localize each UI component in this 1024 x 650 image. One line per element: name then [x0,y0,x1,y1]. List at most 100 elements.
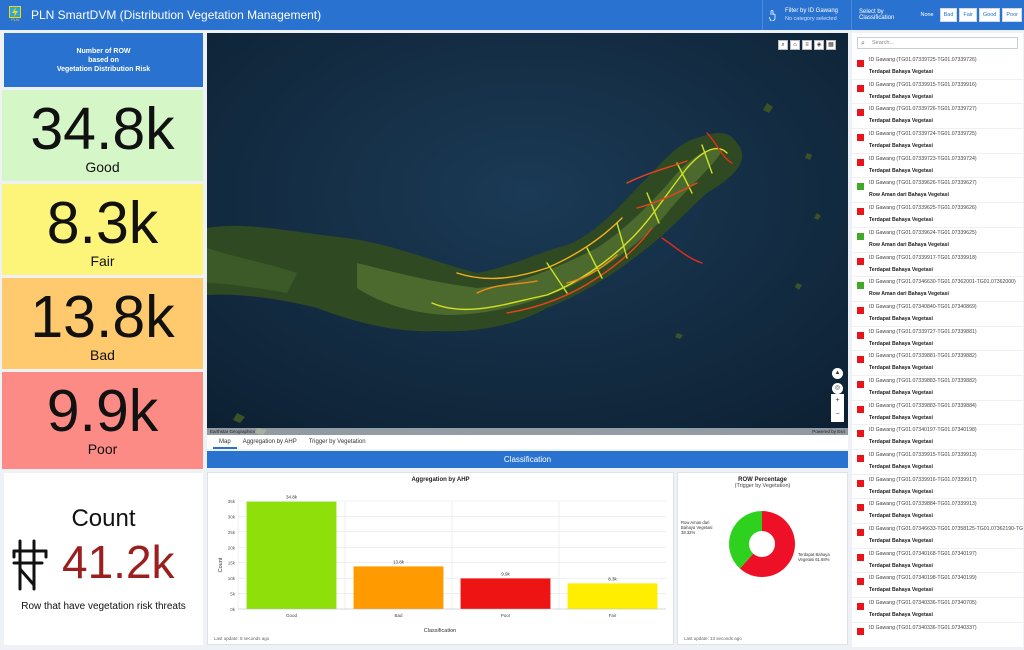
home-icon[interactable]: ⌂ [790,40,800,50]
tab-trigger-by-vegetation[interactable]: Trigger by Vegetation [308,439,366,445]
gawang-status: Terdapat Bahaya Vegetasi [869,488,933,495]
list-item[interactable]: ID Gawang (TG01.07339883-TG01.07339882) T… [852,376,1023,401]
map-attribution: Earthstar Geographics Powered by Esri [207,428,848,435]
gawang-status: Terdapat Bahaya Vegetasi [869,538,933,545]
list-item[interactable]: ID Gawang (TG01.07339624-TG01.07339625) R… [852,228,1023,253]
bar[interactable] [246,501,337,609]
gawang-status: Terdapat Bahaya Vegetasi [869,118,933,125]
gawang-status: Terdapat Bahaya Vegetasi [869,167,933,174]
gawang-status: Terdapat Bahaya Vegetasi [869,389,933,396]
list-item[interactable]: ID Gawang (TG01.07340336-TG01.07340337) [852,623,1023,648]
donut-chart: Terdapat Bahaya Vegetasi 61.68% Row Aman d… [681,511,830,577]
layers-icon[interactable]: ◈ [814,40,824,50]
gawang-id: ID Gawang (TG01.07339624-TG01.07339625) [869,229,977,236]
list-item[interactable]: ID Gawang (TG01.07339726-TG01.07339727) T… [852,104,1023,130]
gawang-status: Terdapat Bahaya Vegetasi [869,340,933,347]
bar[interactable] [567,583,658,609]
tab-aggregation-by-ahp[interactable]: Aggregation by AHP [242,439,297,445]
filter-good-button[interactable]: Good [978,8,1001,22]
compass-icon[interactable]: ▲ [832,368,843,379]
y-axis-label: Count [218,557,224,572]
list-item[interactable]: ID Gawang (TG01.07339727-TG01.07339881) T… [852,327,1023,352]
list-item[interactable]: ID Gawang (TG01.07340168-TG01.07340197) T… [852,549,1023,574]
gawang-id: ID Gawang (TG01.07339883-TG01.07339884) [869,402,977,409]
gawang-status: Terdapat Bahaya Vegetasi [869,217,933,224]
list-item[interactable]: ID Gawang (TG01.07339626-TG01.07339627) R… [852,178,1023,204]
classification-filter: Select by Classification None Bad Fair G… [851,0,1024,30]
zoom-out-button[interactable]: − [835,411,840,418]
bar[interactable] [460,578,551,609]
gawang-id: ID Gawang (TG01.07339625-TG01.07339626) [869,205,977,212]
gawang-status: Terdapat Bahaya Vegetasi [869,315,933,322]
stat-label: Fair [90,253,115,269]
row-percentage-panel: ROW Percentage (Trigger by Vegetation) T… [677,472,848,645]
list-item[interactable]: ID Gawang (TG01.07339725-TG01.07339726) T… [852,55,1023,80]
list-item[interactable]: ID Gawang (TG01.07346630-TG01.07362001-T… [852,277,1023,302]
status-indicator [857,109,864,117]
list-item[interactable]: ID Gawang (TG01.07339881-TG01.07339882) T… [852,351,1023,376]
locate-icon[interactable]: ◎ [832,383,843,394]
pln-logo: PLN [7,6,23,24]
powered-by-text[interactable]: Powered by Esri [812,429,845,434]
list-item[interactable]: ID Gawang (TG01.07339915-TG01.07339913) T… [852,450,1023,475]
gawang-status: Terdapat Bahaya Vegetasi [869,93,933,100]
basemap-icon[interactable]: ▦ [826,40,836,50]
row-count-title: Number of ROW based on Vegetation Distri… [4,33,203,87]
list-item[interactable]: ID Gawang (TG01.07339883-TG01.07339884) T… [852,401,1023,426]
filter-none-button[interactable]: None [920,12,934,18]
title-line: based on [88,56,119,64]
list-item[interactable]: ID Gawang (TG01.07340198-TG01.07340199) T… [852,573,1023,599]
status-indicator [857,356,864,364]
list-item[interactable]: ID Gawang (TG01.07339916-TG01.07339917) T… [852,475,1023,500]
gawang-status: Terdapat Bahaya Vegetasi [869,587,933,594]
gawang-status: Row Aman dari Bahaya Vegetasi [869,291,949,298]
list-item[interactable]: ID Gawang (TG01.07339915-TG01.07339916) T… [852,80,1023,105]
list-item[interactable]: ID Gawang (TG01.07339723-TG01.07339724) T… [852,154,1023,179]
y-tick-label: 10k [228,576,236,581]
stat-label: Poor [87,441,118,457]
status-indicator [857,529,864,537]
gawang-id: ID Gawang (TG01.07339881-TG01.07339882) [869,353,977,360]
list-item[interactable]: ID Gawang (TG01.07346633-TG01.07358125-T… [852,524,1023,549]
gawang-id: ID Gawang (TG01.07339724-TG01.07339725) [869,131,977,138]
list-item[interactable]: ID Gawang (TG01.07340197-TG01.07340198) T… [852,425,1023,450]
y-tick-label: 0k [230,607,236,612]
y-tick-label: 35k [228,499,236,504]
gawang-id: ID Gawang (TG01.07340168-TG01.07340197) [869,550,977,557]
search-icon[interactable]: ⌕ [778,40,788,50]
list-item[interactable]: ID Gawang (TG01.07339917-TG01.07339918) T… [852,253,1023,278]
list-item[interactable]: ID Gawang (TG01.07340336-TG01.07340705) T… [852,598,1023,623]
filter-fair-button[interactable]: Fair [959,8,977,22]
search-icon: ⌕ [861,40,865,47]
status-indicator [857,158,864,166]
donut-slice[interactable] [739,511,795,577]
list-item[interactable]: ID Gawang (TG01.07339724-TG01.07339725) T… [852,129,1023,154]
list-item[interactable]: ID Gawang (TG01.07339625-TG01.07339626) T… [852,203,1023,228]
gawang-id: ID Gawang (TG01.07339884-TG01.07339913) [869,501,977,508]
search-input[interactable]: ⌕ Search... [857,37,1018,49]
gawang-id: ID Gawang (TG01.07339916-TG01.07339917) [869,476,977,483]
donut-slice[interactable] [729,511,762,569]
transmission-tower-icon [12,539,48,591]
gawang-id: ID Gawang (TG01.07340336-TG01.07340705) [869,600,977,607]
x-axis-label: Classification [424,628,456,634]
status-indicator [857,306,864,314]
zoom-in-button[interactable]: + [835,397,840,404]
status-indicator [857,380,864,388]
list-item[interactable]: ID Gawang (TG01.07339884-TG01.07339913) T… [852,499,1023,525]
tab-map[interactable]: Map [213,435,237,449]
stat-label: Good [85,159,120,175]
filter-bad-button[interactable]: Bad [939,8,958,22]
gawang-id: ID Gawang (TG01.07339915-TG01.07339916) [869,81,977,88]
gawang-status: Terdapat Bahaya Vegetasi [869,513,933,520]
stat-good: 34.8k Good [2,90,203,181]
stat-value: 34.8k [30,96,175,162]
gawang-id: ID Gawang (TG01.07339723-TG01.07339724) [869,155,977,162]
filter-poor-button[interactable]: Poor [1002,8,1022,22]
gawang-status: Row Aman dari Bahaya Vegetasi [869,241,949,248]
filter-by-id-gawang[interactable]: Filter by ID Gawang No category selected [762,0,848,30]
list-icon[interactable]: ≡ [802,40,812,50]
bar[interactable] [353,566,444,609]
satellite-map[interactable]: ⌕ ⌂ ≡ ◈ ▦ ▲ ◎ + − Earthstar Geographics … [207,33,848,435]
list-item[interactable]: ID Gawang (TG01.07340840-TG01.07340869) T… [852,302,1023,327]
